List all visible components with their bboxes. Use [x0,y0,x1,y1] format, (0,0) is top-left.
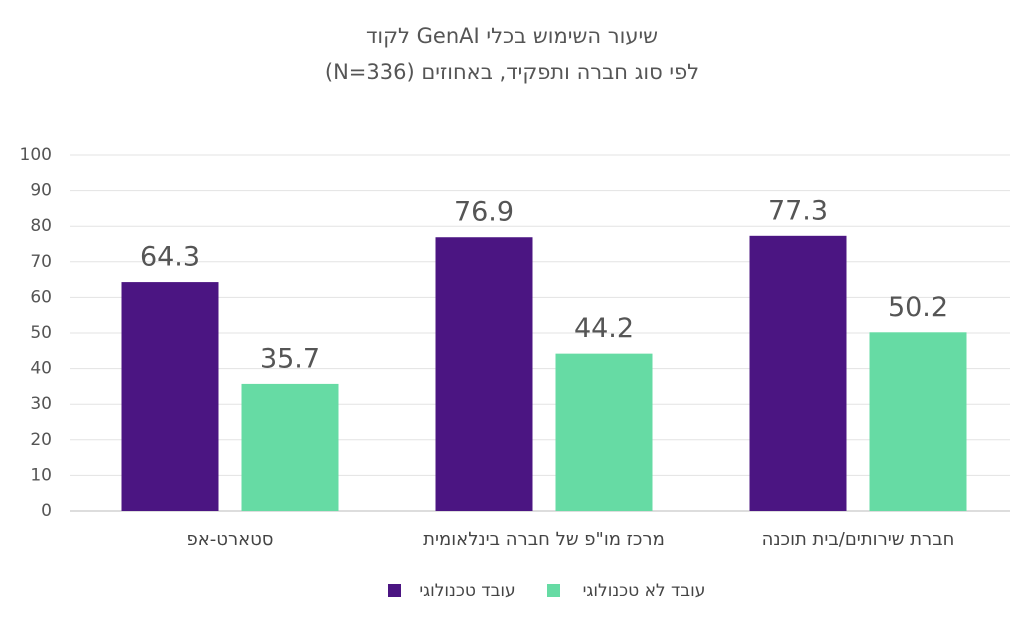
y-tick-label: 90 [30,181,52,201]
bar [749,235,847,511]
value-label: 35.7 [260,343,320,374]
x-tick-label: סטארט-אפ [187,529,274,550]
legend-label: עובד טכנולוגי [419,581,515,601]
value-label: 50.2 [888,292,948,323]
legend-swatch [547,584,560,597]
y-tick-label: 50 [30,323,52,343]
value-label: 64.3 [140,242,200,273]
x-tick-label: מרכז מו"פ של חברה בינלאומית [423,529,665,550]
y-tick-label: 30 [30,394,52,414]
bar [241,383,339,511]
chart-title: שיעור השימוש בכלי GenAI לקוד [366,24,658,48]
y-tick-label: 10 [30,465,52,485]
bar [435,237,533,511]
y-tick-label: 100 [20,145,52,165]
bar [555,353,653,511]
value-label: 76.9 [454,197,514,228]
y-tick-label: 80 [30,216,52,236]
y-tick-label: 0 [41,501,52,521]
y-tick-label: 40 [30,359,52,379]
y-tick-label: 70 [30,252,52,272]
value-label: 77.3 [768,195,828,226]
bar [121,282,219,511]
x-tick-label: חברת שירותים/בית תוכנה [762,529,955,550]
value-label: 44.2 [574,313,634,344]
bar [869,332,967,511]
legend-swatch [388,584,401,597]
chart-subtitle: לפי סוג חברה ותפקיד, באחוזים (N=336) [325,60,699,84]
y-tick-label: 20 [30,430,52,450]
y-tick-label: 60 [30,287,52,307]
legend-label: עובד לא טכנולוגי [583,581,706,601]
